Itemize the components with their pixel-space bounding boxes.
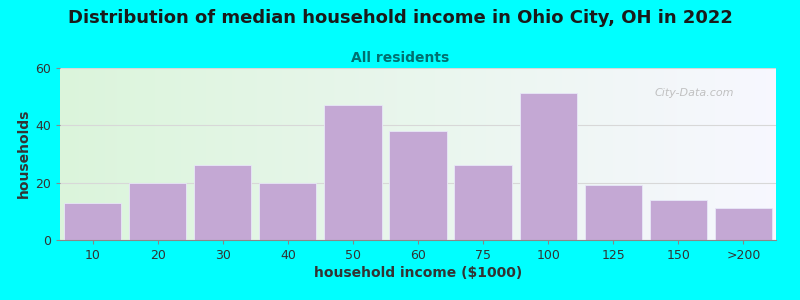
Text: All residents: All residents [351,51,449,65]
Bar [390,131,446,240]
Bar [64,202,121,240]
Text: City-Data.com: City-Data.com [654,88,734,98]
Bar [519,93,577,240]
Bar [585,185,642,240]
Bar [259,182,317,240]
Bar [324,105,382,240]
Y-axis label: households: households [17,109,31,198]
Bar [454,165,512,240]
Bar [194,165,251,240]
Bar [129,182,186,240]
Bar [715,208,772,240]
X-axis label: household income ($1000): household income ($1000) [314,266,522,280]
Bar [650,200,707,240]
Text: Distribution of median household income in Ohio City, OH in 2022: Distribution of median household income … [67,9,733,27]
